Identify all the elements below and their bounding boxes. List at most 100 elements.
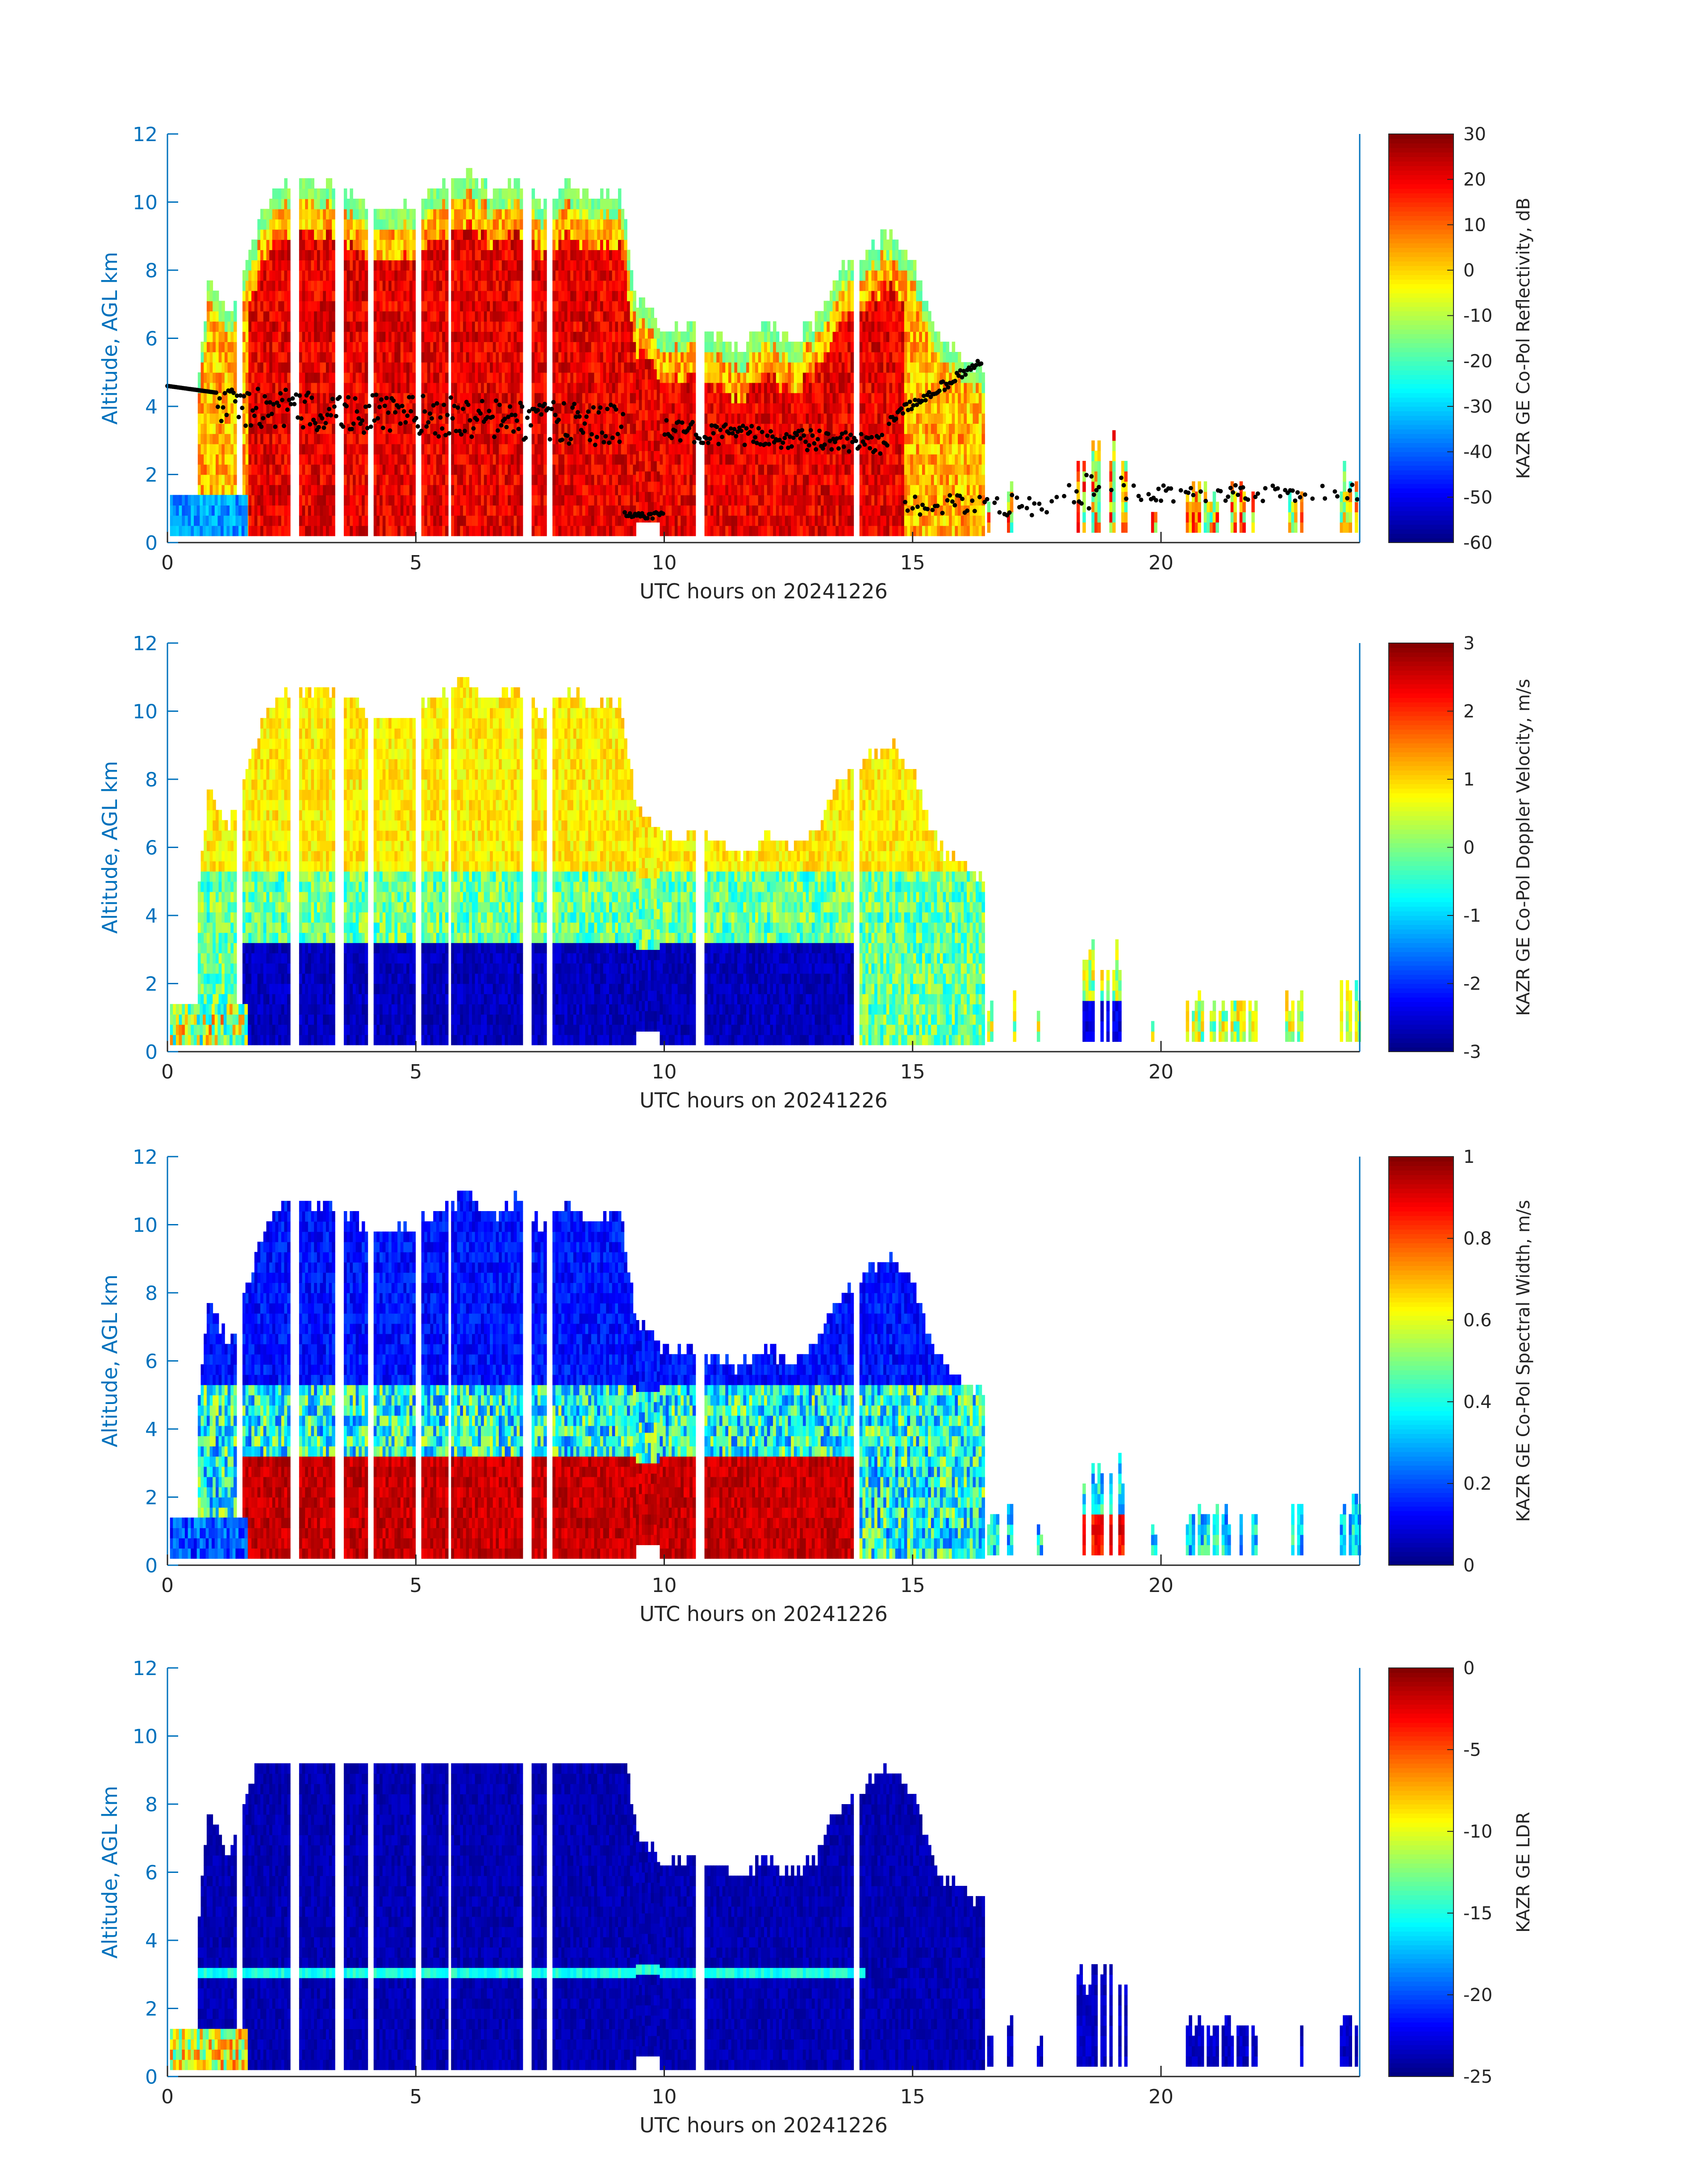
- heatmap-cell: [350, 454, 353, 465]
- heatmap-cell: [278, 434, 282, 444]
- heatmap-cell: [532, 362, 535, 373]
- heatmap-cell: [639, 400, 643, 410]
- heatmap-cell: [457, 362, 461, 373]
- heatmap-cell: [555, 423, 559, 434]
- heatmap-cell: [260, 526, 264, 536]
- heatmap-cell: [433, 331, 437, 342]
- heatmap-cell: [466, 526, 470, 536]
- heatmap-cell: [353, 342, 356, 352]
- heatmap-cell: [633, 454, 636, 465]
- heatmap-cell: [469, 230, 472, 240]
- heatmap-cell: [201, 413, 205, 424]
- heatmap-cell: [496, 321, 499, 332]
- heatmap-cell: [260, 352, 264, 363]
- heatmap-cell: [624, 495, 627, 506]
- heatmap-cell: [615, 464, 618, 475]
- heatmap-cell: [284, 331, 288, 342]
- heatmap-cell: [219, 485, 222, 495]
- heatmap-cell: [535, 434, 538, 444]
- heatmap-cell: [385, 454, 389, 465]
- heatmap-cell: [496, 444, 499, 455]
- heatmap-cell: [693, 505, 696, 516]
- heatmap-cell: [469, 301, 472, 312]
- heatmap-cell: [320, 393, 324, 404]
- heatmap-cell: [460, 239, 464, 250]
- heatmap-cell: [588, 495, 592, 506]
- heatmap-cell: [612, 270, 616, 281]
- heatmap-cell: [305, 505, 309, 516]
- heatmap-cell: [228, 475, 231, 485]
- heatmap-cell: [582, 199, 586, 209]
- heatmap-cell: [490, 260, 493, 271]
- heatmap-cell: [511, 209, 514, 220]
- heatmap-cell: [746, 475, 750, 485]
- heatmap-cell: [278, 413, 282, 424]
- heatmap-cell: [263, 239, 267, 250]
- heatmap-cell: [657, 400, 660, 410]
- heatmap-cell: [230, 403, 234, 414]
- heatmap-cell: [597, 209, 601, 220]
- heatmap-cell: [469, 495, 472, 506]
- heatmap-cell: [517, 485, 520, 495]
- heatmap-cell: [669, 413, 672, 424]
- heatmap-cell: [600, 260, 604, 271]
- heatmap-cell: [263, 250, 267, 260]
- heatmap-cell: [469, 291, 472, 301]
- heatmap-cell: [651, 451, 655, 461]
- heatmap-cell: [585, 199, 589, 209]
- heatmap-cell: [260, 485, 264, 495]
- heatmap-cell: [737, 413, 741, 424]
- heatmap-cell: [678, 485, 681, 495]
- heatmap-cell: [755, 331, 759, 342]
- heatmap-cell: [451, 291, 455, 301]
- heatmap-cell: [413, 219, 416, 230]
- heatmap-cell: [755, 372, 759, 383]
- heatmap-cell: [714, 475, 717, 485]
- heatmap-cell: [439, 362, 443, 373]
- heatmap-cell: [359, 219, 362, 230]
- heatmap-cell: [645, 481, 648, 492]
- heatmap-cell: [570, 485, 574, 495]
- heatmap-cell: [514, 403, 517, 414]
- heatmap-cell: [320, 301, 324, 312]
- heatmap-cell: [347, 270, 351, 281]
- heatmap-cell: [627, 260, 631, 271]
- heatmap-cell: [663, 352, 666, 363]
- heatmap-cell: [281, 475, 285, 485]
- heatmap-cell: [427, 239, 431, 250]
- heatmap-cell: [749, 475, 753, 485]
- heatmap-cell: [502, 403, 505, 414]
- heatmap-cell: [508, 475, 511, 485]
- heatmap-cell: [731, 526, 735, 536]
- heatmap-cell: [469, 362, 472, 373]
- heatmap-cell: [642, 318, 645, 329]
- heatmap-cell: [579, 526, 583, 536]
- heatmap-cell: [403, 372, 407, 383]
- heatmap-cell: [714, 403, 717, 414]
- heatmap-cell: [311, 321, 315, 332]
- heatmap-cell: [499, 526, 502, 536]
- heatmap-cell: [242, 352, 246, 363]
- heatmap-cell: [520, 301, 523, 312]
- heatmap-cell: [564, 413, 568, 424]
- heatmap-cell: [773, 526, 777, 536]
- heatmap-cell: [594, 393, 598, 404]
- heatmap-cell: [693, 383, 696, 393]
- heatmap-cell: [636, 451, 639, 461]
- heatmap-cell: [487, 444, 490, 455]
- heatmap-cell: [323, 280, 326, 291]
- heatmap-cell: [397, 495, 401, 506]
- heatmap-cell: [281, 495, 285, 506]
- heatmap-cell: [356, 475, 359, 485]
- heatmap-cell: [383, 260, 386, 271]
- heatmap-cell: [612, 362, 616, 373]
- heatmap-cell: [684, 393, 687, 404]
- heatmap-cell: [427, 393, 431, 404]
- heatmap-cell: [684, 505, 687, 516]
- heatmap-cell: [579, 383, 583, 393]
- heatmap-cell: [406, 464, 410, 475]
- heatmap-cell: [302, 321, 306, 332]
- heatmap-cell: [493, 362, 497, 373]
- heatmap-cell: [439, 321, 443, 332]
- heatmap-cell: [376, 270, 380, 281]
